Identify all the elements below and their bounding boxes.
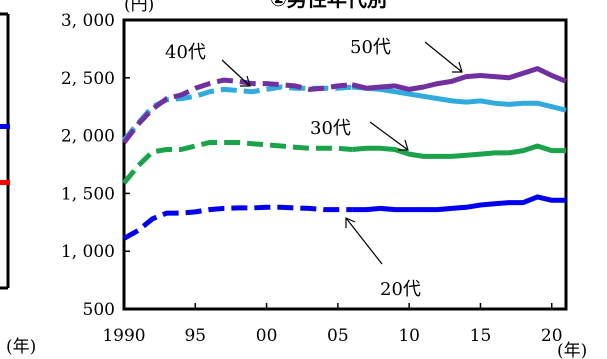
x-tick-label: 00	[256, 326, 278, 346]
label-30s: 30代	[310, 118, 351, 139]
x-tick-label: 95	[184, 326, 206, 346]
y-tick-label: 2, 000	[61, 127, 115, 147]
x-tick-label: 05	[327, 326, 349, 346]
series-line-solid	[351, 84, 567, 113]
y-tick-label: 1, 500	[61, 184, 115, 204]
y-tick-label: 3, 000	[61, 11, 115, 31]
series-30代	[122, 140, 566, 185]
plot-border	[122, 18, 568, 311]
label-20s: 20代	[380, 279, 421, 300]
series-line-solid	[351, 143, 566, 159]
chart-title: ②男性年代別	[270, 0, 387, 11]
x-tick-label: 10	[398, 326, 420, 346]
x-axis-unit: (年)	[557, 341, 587, 359]
left-panel-fragment: (年)	[0, 12, 36, 357]
x-tick-label: 1990	[102, 326, 145, 346]
series-lines	[122, 66, 567, 241]
y-axis-unit: (円)	[124, 0, 154, 15]
y-tick-label: 1, 000	[61, 242, 115, 262]
series-20代	[122, 194, 566, 241]
y-tick-label: 2, 500	[61, 69, 115, 89]
y-axis-ticks: 500 1, 000 1, 500 2, 000 2, 500 3, 000	[61, 11, 130, 320]
series-line-dashed	[122, 140, 353, 185]
annotation-50s: 50代	[350, 37, 463, 73]
series-line-dashed	[122, 77, 353, 145]
arrow-50s	[424, 41, 463, 73]
arrow-30s	[369, 121, 409, 151]
left-fragment-red-line	[0, 180, 10, 185]
series-line-dashed	[122, 204, 353, 241]
arrow-20s	[345, 217, 383, 265]
label-50s: 50代	[350, 37, 391, 58]
x-tick-label: 20	[541, 326, 563, 346]
y-tick-label: 500	[83, 300, 115, 320]
series-line-solid	[351, 66, 567, 92]
annotation-30s: 30代	[310, 118, 409, 151]
series-50代	[122, 66, 567, 145]
arrow-40s	[221, 59, 251, 87]
annotation-20s: 20代	[345, 217, 421, 300]
plot-frame	[122, 18, 568, 311]
left-fragment-blue-line	[0, 124, 10, 129]
left-fragment-x-unit: (年)	[6, 337, 36, 357]
x-tick-label: 15	[470, 326, 492, 346]
label-40s: 40代	[165, 42, 206, 63]
annotation-40s: 40代	[165, 42, 251, 87]
series-line-solid	[352, 194, 566, 213]
x-axis-ticks: 1990 95 00 05 10 15 20	[102, 303, 563, 346]
